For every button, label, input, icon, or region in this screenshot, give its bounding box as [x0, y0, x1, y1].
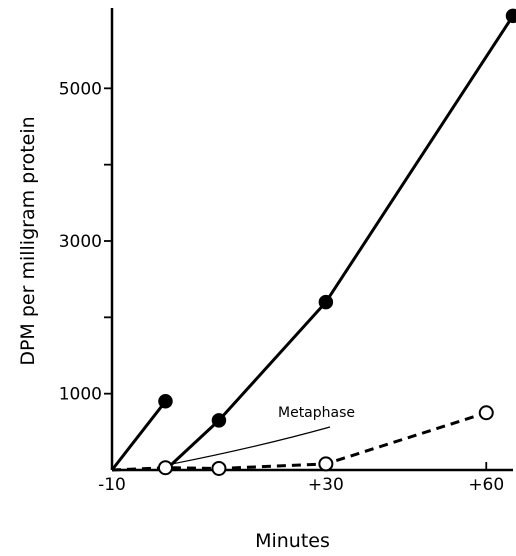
y-tick-label: 5000	[59, 79, 102, 99]
series-1-point	[211, 413, 227, 428]
series-2-point	[211, 460, 227, 476]
x-tick-label: +30	[308, 475, 344, 495]
series-1	[110, 8, 516, 472]
annotations: Metaphase	[173, 405, 355, 465]
y-tick-label: 1000	[59, 385, 102, 405]
x-tick-label: +60	[468, 475, 504, 495]
ticks: 1000 3000 5000 -10 +30 +60	[59, 79, 504, 495]
annotation-label: Metaphase	[278, 405, 355, 421]
annotation-leader	[173, 426, 331, 465]
series-2-point	[157, 460, 173, 476]
series-2	[111, 405, 494, 476]
y-tick-label: 3000	[59, 232, 102, 252]
series-2-point	[318, 456, 334, 472]
series-1-line	[164, 14, 515, 472]
y-axis-title: DPM per milligram protein	[17, 116, 39, 365]
series-1-point	[158, 394, 173, 409]
x-axis-title: Minutes	[255, 530, 330, 552]
series-1-point	[318, 294, 334, 310]
x-tick-label: -10	[98, 475, 126, 495]
series-1-point	[505, 8, 516, 24]
series	[110, 8, 516, 476]
series-1-line	[110, 400, 167, 471]
series-2-point	[478, 405, 494, 421]
